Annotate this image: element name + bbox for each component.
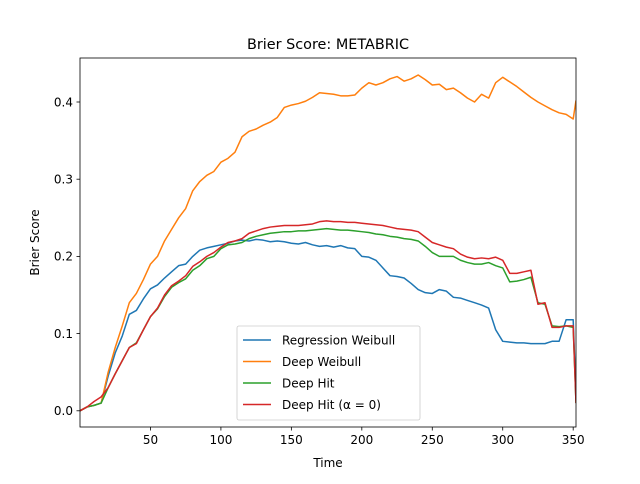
y-axis-label: Brier Score bbox=[28, 209, 42, 275]
legend-label-1: Regression Weibull bbox=[282, 333, 395, 347]
lines-layer bbox=[80, 74, 576, 412]
y-tick-label: 0.3 bbox=[54, 172, 73, 186]
series-line-2 bbox=[80, 74, 576, 412]
x-tick-label: 300 bbox=[491, 433, 514, 447]
x-tick-label: 250 bbox=[421, 433, 444, 447]
series-line-1 bbox=[80, 238, 576, 412]
y-tick-label: 0.0 bbox=[54, 404, 73, 418]
x-tick-label: 100 bbox=[209, 433, 232, 447]
ticks-layer: 50 100 150 200 250 300 350 0.0 0.1 0.2 0.3 0.4 bbox=[54, 95, 585, 447]
legend-label-4: Deep Hit (α = 0) bbox=[282, 398, 381, 412]
y-tick-label: 0.1 bbox=[54, 327, 73, 341]
x-tick-label: 150 bbox=[280, 433, 303, 447]
legend-label-3: Deep Hit bbox=[282, 376, 335, 390]
axes-frame bbox=[79, 57, 577, 428]
chart-title: Brier Score: METABRIC bbox=[247, 37, 409, 53]
x-tick-label: 200 bbox=[350, 433, 373, 447]
x-tick-label: 50 bbox=[143, 433, 158, 447]
legend: Regression Weibull Deep Weibull Deep Hit De… bbox=[236, 325, 421, 421]
x-axis-label: Time bbox=[312, 456, 342, 470]
series-line-4 bbox=[80, 220, 576, 412]
legend-label-2: Deep Weibull bbox=[282, 355, 361, 369]
y-tick-label: 0.4 bbox=[54, 95, 73, 109]
y-tick-label: 0.2 bbox=[54, 250, 73, 264]
x-tick-label: 350 bbox=[562, 433, 585, 447]
legend-box bbox=[236, 325, 421, 421]
